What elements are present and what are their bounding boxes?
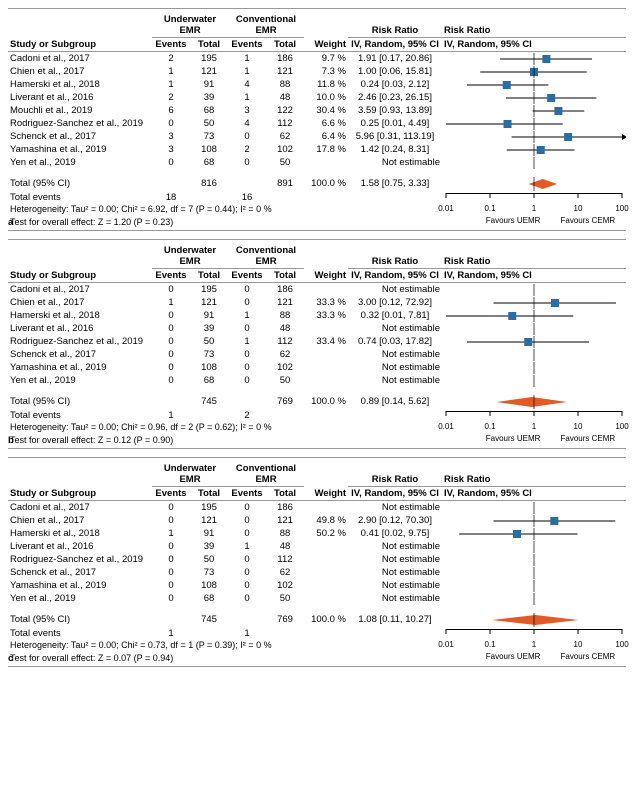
col-uemr: Underwater EMR (152, 462, 228, 487)
axis-labels: 0.010.1110100 Favours UEMR Favours CEMR (444, 640, 624, 664)
col-events: Events (152, 487, 190, 501)
heterogeneity-row: Heterogeneity: Tau² = 0.00; Chi² = 0.73,… (8, 639, 626, 652)
forest-row: Chien et al., 2017 0 121 0 121 49.8 % 2.… (8, 514, 626, 527)
forest-row: Yen et al., 2019 0 68 0 50 Not estimable (8, 374, 626, 387)
forest-row: Cadoni et al., 2017 0 195 0 186 Not esti… (8, 283, 626, 297)
forest-row: Liverant et al., 2016 0 39 1 48 Not esti… (8, 540, 626, 553)
col-cemr: Conventional EMR (228, 244, 304, 269)
col-events: Events (228, 38, 266, 52)
total-events-row: Total events 1 1 (8, 627, 626, 639)
forest-row: Chien et al., 2017 1 121 1 121 7.3 % 1.0… (8, 65, 626, 78)
forest-row: Yamashina et al., 2019 0 108 0 102 Not e… (8, 579, 626, 592)
col-rr-plot: Risk Ratio (442, 244, 626, 269)
forest-row: Schenck et al., 2017 0 73 0 62 Not estim… (8, 566, 626, 579)
forest-row: Hamerski et al., 2018 1 91 0 88 50.2 % 0… (8, 527, 626, 540)
forest-row: Cadoni et al., 2017 2 195 1 186 9.7 % 1.… (8, 52, 626, 66)
col-rr-sub: IV, Random, 95% CI (348, 269, 442, 283)
forest-row: Schenck et al., 2017 0 73 0 62 Not estim… (8, 348, 626, 361)
forest-panel-b: Study or Subgroup Underwater EMR Convent… (8, 239, 626, 449)
col-total: Total (266, 269, 304, 283)
forest-row: Mouchli et al., 2019 6 68 3 122 30.4 % 3… (8, 104, 626, 117)
col-weight: Weight (304, 462, 348, 501)
col-uemr: Underwater EMR (152, 13, 228, 38)
axis-labels: 0.010.1110100 Favours UEMR Favours CEMR (444, 204, 624, 228)
total-events-row: Total events 18 16 (8, 191, 626, 203)
forest-row: Rodriguez-Sanchez et al., 2019 0 50 4 11… (8, 117, 626, 130)
panel-label: b (8, 435, 14, 446)
col-study: Study or Subgroup (8, 462, 152, 501)
heterogeneity-row: Heterogeneity: Tau² = 0.00; Chi² = 6.92,… (8, 203, 626, 216)
forest-row: Rodriguez-Sanchez et al., 2019 0 50 0 11… (8, 553, 626, 566)
col-rr: Risk Ratio (348, 13, 442, 38)
col-events: Events (228, 269, 266, 283)
col-rr-sub: IV, Random, 95% CI (442, 487, 626, 501)
col-cemr: Conventional EMR (228, 462, 304, 487)
col-rr-plot: Risk Ratio (442, 13, 626, 38)
col-uemr: Underwater EMR (152, 244, 228, 269)
col-total: Total (190, 38, 228, 52)
forest-row: Yen et al., 2019 0 68 0 50 Not estimable (8, 156, 626, 169)
col-rr: Risk Ratio (348, 244, 442, 269)
col-study: Study or Subgroup (8, 13, 152, 52)
col-weight: Weight (304, 244, 348, 283)
forest-row: Schenck et al., 2017 3 73 0 62 6.4 % 5.9… (8, 130, 626, 143)
col-study: Study or Subgroup (8, 244, 152, 283)
forest-row: Yamashina et al., 2019 3 108 2 102 17.8 … (8, 143, 626, 156)
forest-row: Rodriguez-Sanchez et al., 2019 0 50 1 11… (8, 335, 626, 348)
col-total: Total (266, 487, 304, 501)
heterogeneity-row: Heterogeneity: Tau² = 0.00; Chi² = 0.96,… (8, 421, 626, 434)
col-rr-sub: IV, Random, 95% CI (442, 269, 626, 283)
axis-labels: 0.010.1110100 Favours UEMR Favours CEMR (444, 422, 624, 446)
forest-row: Hamerski et al., 2018 1 91 4 88 11.8 % 0… (8, 78, 626, 91)
total-row: Total (95% CI) 745 769 100.0 % 0.89 [0.1… (8, 394, 626, 409)
col-total: Total (190, 269, 228, 283)
panel-label: a (8, 217, 13, 228)
forest-row: Yamashina et al., 2019 0 108 0 102 Not e… (8, 361, 626, 374)
forest-panel-c: Study or Subgroup Underwater EMR Convent… (8, 457, 626, 667)
forest-row: Chien et al., 2017 1 121 0 121 33.3 % 3.… (8, 296, 626, 309)
forest-row: Cadoni et al., 2017 0 195 0 186 Not esti… (8, 501, 626, 515)
col-cemr: Conventional EMR (228, 13, 304, 38)
col-rr-plot: Risk Ratio (442, 462, 626, 487)
col-events: Events (228, 487, 266, 501)
total-row: Total (95% CI) 816 891 100.0 % 1.58 [0.7… (8, 176, 626, 191)
forest-row: Liverant et al., 2016 0 39 0 48 Not esti… (8, 322, 626, 335)
col-total: Total (190, 487, 228, 501)
forest-row: Hamerski et al., 2018 0 91 1 88 33.3 % 0… (8, 309, 626, 322)
col-rr-sub: IV, Random, 95% CI (442, 38, 626, 52)
col-total: Total (266, 38, 304, 52)
col-rr-sub: IV, Random, 95% CI (348, 487, 442, 501)
total-events-row: Total events 1 2 (8, 409, 626, 421)
panel-label: c (8, 653, 13, 664)
forest-row: Yen et al., 2019 0 68 0 50 Not estimable (8, 592, 626, 605)
forest-row: Liverant et al., 2016 2 39 1 48 10.0 % 2… (8, 91, 626, 104)
col-weight: Weight (304, 13, 348, 52)
col-events: Events (152, 38, 190, 52)
total-row: Total (95% CI) 745 769 100.0 % 1.08 [0.1… (8, 612, 626, 627)
forest-panel-a: Study or Subgroup Underwater EMR Convent… (8, 8, 626, 231)
col-rr-sub: IV, Random, 95% CI (348, 38, 442, 52)
col-events: Events (152, 269, 190, 283)
col-rr: Risk Ratio (348, 462, 442, 487)
